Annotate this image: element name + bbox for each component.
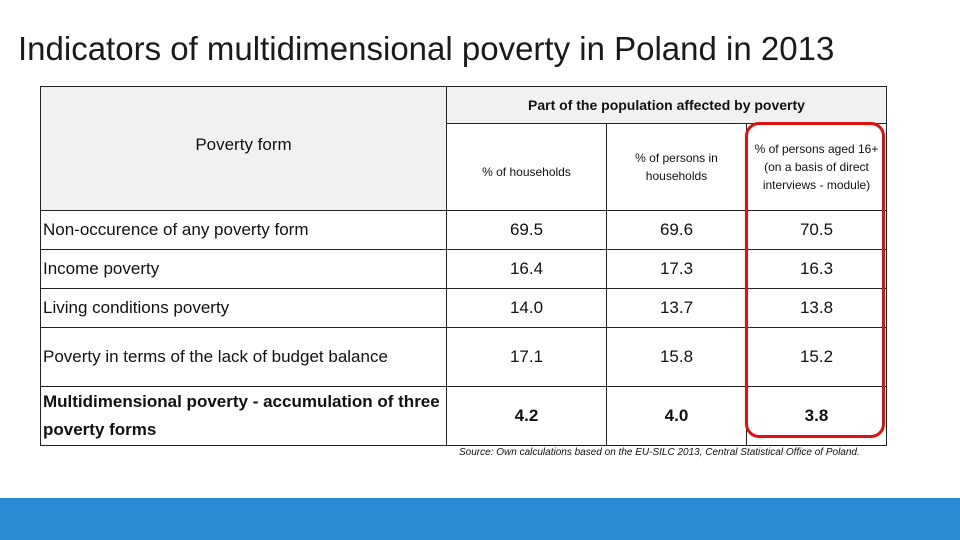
row-label: Income poverty — [40, 249, 447, 289]
row-label: Living conditions poverty — [40, 288, 447, 328]
column-header-households: % of households — [446, 123, 607, 211]
cell-persons-16plus: 3.8 — [746, 386, 887, 446]
cell-households: 4.2 — [446, 386, 607, 446]
cell-persons-16plus: 16.3 — [746, 249, 887, 289]
cell-persons: 4.0 — [606, 386, 747, 446]
cell-persons-16plus: 15.2 — [746, 327, 887, 387]
source-note: Source: Own calculations based on the EU… — [459, 447, 860, 458]
row-header-cell: Poverty form — [40, 86, 447, 211]
slide-title: Indicators of multidimensional poverty i… — [18, 30, 835, 67]
column-header-persons-16plus: % of persons aged 16+ (on a basis of dir… — [746, 123, 887, 211]
cell-persons: 17.3 — [606, 249, 747, 289]
row-label: Non-occurence of any poverty form — [40, 210, 447, 250]
table-row: Non-occurence of any poverty form 69.5 6… — [40, 210, 887, 250]
cell-persons-16plus: 70.5 — [746, 210, 887, 250]
cell-persons: 69.6 — [606, 210, 747, 250]
row-header: Poverty form — [195, 135, 292, 154]
cell-persons: 15.8 — [606, 327, 747, 387]
table-row: Living conditions poverty 14.0 13.7 13.8 — [40, 288, 887, 328]
cell-persons-16plus: 13.8 — [746, 288, 887, 328]
footer-bar — [0, 498, 960, 540]
table-row: Poverty in terms of the lack of budget b… — [40, 327, 887, 387]
table-row: Multidimensional poverty - accumulation … — [40, 386, 887, 446]
cell-households: 16.4 — [446, 249, 607, 289]
poverty-table: Poverty form Part of the population affe… — [40, 86, 887, 446]
cell-households: 14.0 — [446, 288, 607, 328]
cell-households: 17.1 — [446, 327, 607, 387]
cell-households: 69.5 — [446, 210, 607, 250]
cell-persons: 13.7 — [606, 288, 747, 328]
table-row: Income poverty 16.4 17.3 16.3 — [40, 249, 887, 289]
column-group-header: Part of the population affected by pover… — [446, 86, 887, 124]
row-label: Poverty in terms of the lack of budget b… — [40, 327, 447, 387]
column-header-persons: % of persons in households — [606, 123, 747, 211]
row-label: Multidimensional poverty - accumulation … — [40, 386, 447, 446]
